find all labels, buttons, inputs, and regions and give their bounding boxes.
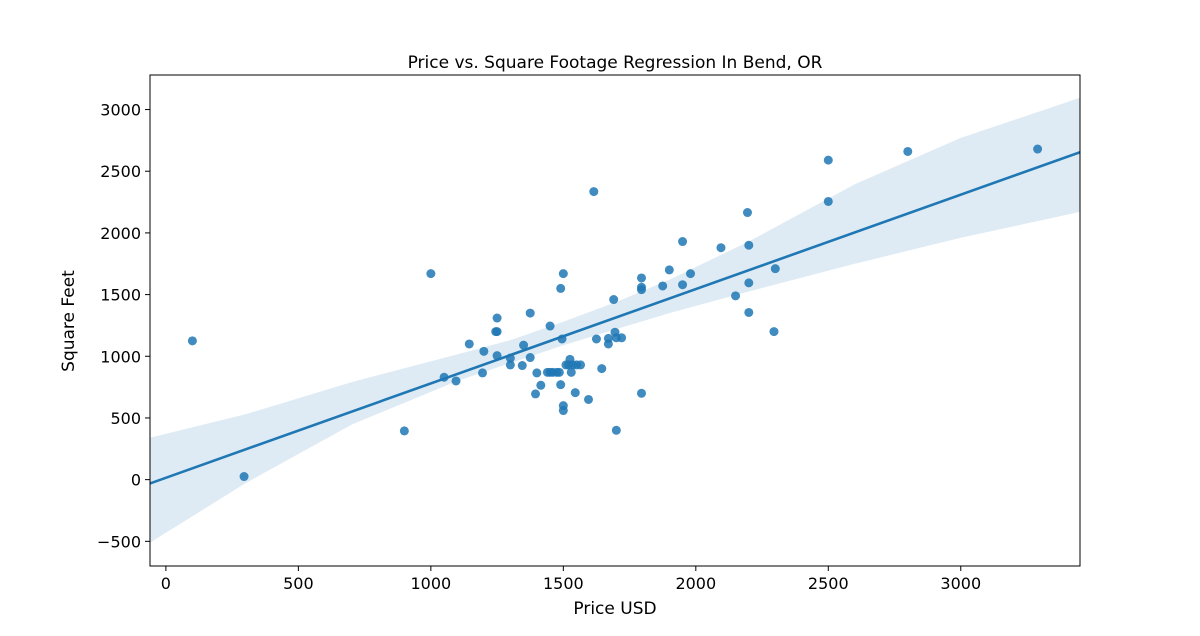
data-point [636, 388, 646, 398]
y-tick-label: −500 [97, 532, 141, 551]
x-axis-label: Price USD [573, 599, 656, 619]
x-tick-label: 500 [283, 574, 314, 593]
data-point [823, 196, 833, 206]
data-point [557, 334, 567, 344]
y-tick-label: 500 [110, 409, 141, 428]
x-tick-label: 0 [161, 574, 171, 593]
data-point [451, 376, 461, 386]
data-point [823, 155, 833, 165]
data-point [426, 269, 436, 279]
regression-line [150, 150, 1080, 485]
plot-frame [149, 74, 1081, 567]
data-point [744, 307, 754, 317]
data-point [664, 265, 674, 275]
data-point [716, 243, 726, 253]
data-point [505, 360, 515, 370]
x-tick-label: 3000 [940, 574, 981, 593]
data-point [611, 425, 621, 435]
data-point [545, 321, 555, 331]
data-point [187, 336, 197, 346]
data-point [554, 367, 564, 377]
y-tick-label: 3000 [100, 101, 141, 120]
data-point [239, 472, 249, 482]
data-point [556, 283, 566, 293]
data-point [566, 367, 576, 377]
x-tick-label: 2000 [675, 574, 716, 593]
data-point [399, 426, 409, 436]
data-point [769, 327, 779, 337]
axes: 0 500 1000 1500 2000 2500 3000 −500 0 500 1000 1500… [97, 74, 1081, 593]
data-point [658, 281, 668, 291]
y-tick-label: 2500 [100, 162, 141, 181]
data-point [570, 388, 580, 398]
plot-area [150, 97, 1080, 543]
data-point [556, 380, 566, 390]
data-point [678, 237, 688, 247]
data-point [603, 333, 613, 343]
data-point [464, 339, 474, 349]
y-tick-label: 0 [131, 471, 141, 490]
data-point [439, 372, 449, 382]
data-point [678, 280, 688, 290]
x-tick-label: 1000 [410, 574, 451, 593]
data-point [591, 334, 601, 344]
data-point [636, 273, 646, 283]
data-point [492, 327, 502, 337]
y-axis-label: Square Feet [59, 270, 79, 372]
x-tick-label: 2500 [808, 574, 849, 593]
y-tick-label: 1000 [100, 347, 141, 366]
data-point [744, 278, 754, 288]
data-point [492, 351, 502, 361]
data-point [558, 406, 568, 416]
data-point [609, 295, 619, 305]
confidence-band [150, 97, 1080, 543]
data-point [532, 368, 542, 378]
data-point [1033, 144, 1043, 154]
data-point [519, 340, 529, 350]
data-point [478, 368, 488, 378]
data-point [770, 264, 780, 274]
data-point [525, 308, 535, 318]
data-point [536, 380, 546, 390]
data-point [617, 333, 627, 343]
x-tick-label: 1500 [543, 574, 584, 593]
data-point [479, 346, 489, 356]
y-tick-label: 1500 [100, 286, 141, 305]
data-point [576, 360, 586, 370]
data-point [589, 187, 599, 197]
y-tick-label: 2000 [100, 224, 141, 243]
data-point [525, 353, 535, 363]
chart-title: Price vs. Square Footage Regression In B… [408, 53, 823, 73]
data-point [744, 240, 754, 250]
data-point [686, 269, 696, 279]
data-point [597, 364, 607, 374]
data-point [636, 285, 646, 295]
data-point [903, 146, 913, 156]
data-point [531, 389, 541, 399]
data-point [558, 269, 568, 279]
data-point [731, 291, 741, 301]
data-point [505, 353, 515, 363]
data-point [517, 361, 527, 371]
data-point [584, 394, 594, 404]
data-point [742, 208, 752, 218]
data-point [492, 313, 502, 323]
